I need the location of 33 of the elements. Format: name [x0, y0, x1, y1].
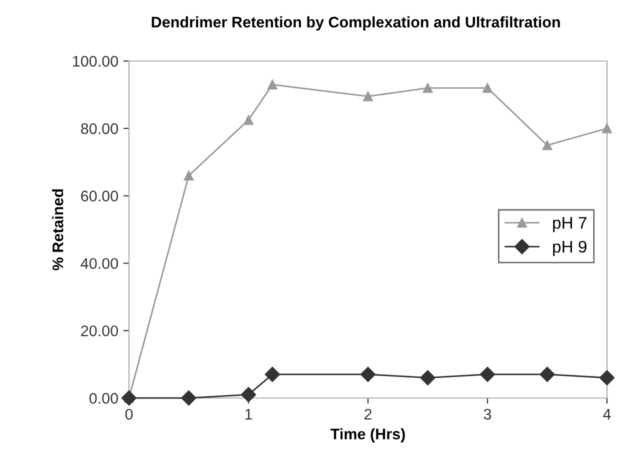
point	[244, 115, 254, 125]
point	[540, 366, 555, 382]
legend-label: pH 9	[553, 240, 586, 256]
point	[542, 140, 552, 150]
legend-label: pH 7	[553, 217, 586, 232]
point	[181, 390, 196, 406]
point	[602, 124, 612, 134]
x-tick-label: 2	[364, 408, 372, 420]
chart-title: Dendrimer Retention by Complexation and Ultrafiltration	[152, 16, 560, 31]
point	[480, 366, 496, 382]
point	[121, 390, 137, 406]
point	[268, 80, 278, 90]
y-tick-label: 80.00	[81, 123, 118, 134]
point	[482, 83, 492, 93]
y-tick-label: 20.00	[81, 325, 118, 336]
point	[363, 92, 373, 102]
x-tick-label: 3	[484, 408, 492, 420]
point	[599, 370, 615, 386]
y-tick-label: 0.00	[89, 392, 118, 404]
point	[422, 83, 433, 93]
y-tick-label: 60.00	[81, 190, 118, 202]
x-tick-label: 1	[245, 408, 252, 420]
point	[420, 370, 436, 386]
point	[240, 387, 256, 402]
point	[184, 170, 194, 180]
x-axis-title: Time (Hrs)	[330, 428, 405, 442]
x-tick-label: 4	[603, 408, 611, 420]
y-tick-label: 40.00	[80, 258, 118, 269]
point	[264, 366, 280, 382]
x-tick-label: 0	[125, 408, 133, 420]
y-axis-title: % Retained	[52, 189, 64, 270]
y-tick-label: 100.00	[73, 56, 118, 67]
point	[360, 366, 376, 382]
